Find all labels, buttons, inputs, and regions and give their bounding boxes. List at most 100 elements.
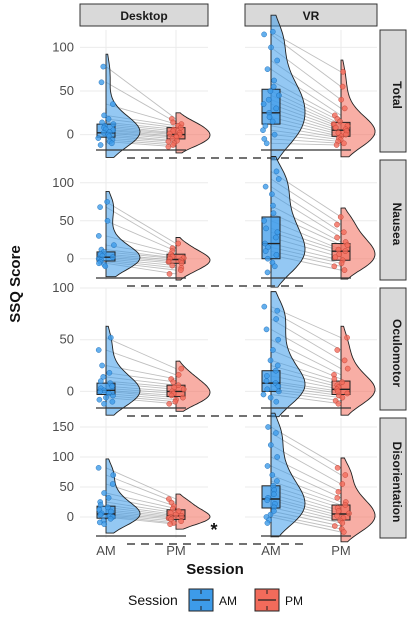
- data-point-pm: [165, 143, 172, 150]
- data-point-am: [270, 347, 276, 353]
- y-tick-label: 50: [60, 83, 74, 98]
- data-point-am: [103, 394, 109, 401]
- facet-row-label-disorientation: Disorientation: [390, 442, 404, 523]
- data-point-pm: [340, 69, 346, 75]
- data-point-pm: [167, 521, 173, 528]
- y-axis-title: SSQ Score: [7, 245, 24, 323]
- density-pm: [175, 237, 211, 281]
- paired-line: [105, 349, 177, 376]
- legend-title: Session: [128, 592, 178, 608]
- data-point-am: [109, 481, 116, 487]
- data-point-pm: [334, 234, 340, 241]
- data-point-pm: [175, 371, 182, 378]
- paired-line: [105, 337, 177, 370]
- data-point-am: [273, 398, 280, 405]
- paired-line: [105, 206, 177, 249]
- paired-line: [105, 81, 177, 123]
- y-tick-label: 50: [60, 213, 74, 228]
- x-axis-title: Session: [186, 561, 244, 578]
- data-point-am: [263, 225, 269, 232]
- data-point-am: [261, 217, 267, 224]
- data-point-pm: [339, 379, 345, 385]
- data-point-am: [105, 494, 112, 501]
- data-point-pm: [336, 251, 343, 257]
- x-tick-label-am: AM: [261, 543, 281, 558]
- data-point-am: [271, 491, 277, 498]
- data-point-am: [260, 391, 267, 398]
- data-point-am: [263, 326, 270, 333]
- data-point-pm: [177, 124, 184, 131]
- x-tick-label-pm: PM: [166, 543, 186, 558]
- data-point-pm: [166, 400, 172, 407]
- data-point-am: [272, 367, 279, 374]
- data-point-am: [109, 383, 115, 390]
- data-point-am: [100, 63, 107, 70]
- data-point-am: [267, 394, 274, 401]
- data-point-am: [104, 217, 111, 224]
- data-point-am: [262, 240, 268, 247]
- data-point-am: [274, 362, 281, 369]
- data-point-pm: [340, 229, 347, 235]
- data-point-am: [102, 263, 109, 270]
- data-point-am: [110, 392, 116, 399]
- paired-line: [105, 467, 177, 500]
- data-point-pm: [334, 347, 341, 353]
- data-point-am: [275, 336, 282, 343]
- panel-total-vr: [245, 14, 377, 161]
- data-point-am: [109, 140, 115, 147]
- data-point-pm: [331, 376, 338, 382]
- data-point-am: [104, 198, 110, 205]
- data-point-am: [270, 202, 276, 209]
- data-point-am: [105, 116, 112, 122]
- data-point-pm: [175, 240, 181, 247]
- data-point-pm: [172, 511, 179, 518]
- data-point-am: [268, 44, 274, 51]
- paired-line: [105, 483, 177, 507]
- data-point-am: [101, 521, 107, 528]
- density-pm: [340, 457, 376, 543]
- density-pm: [340, 207, 376, 280]
- data-point-pm: [334, 221, 340, 228]
- panel-oculomotor-vr: [245, 287, 377, 418]
- data-point-am: [261, 31, 267, 38]
- data-point-am: [273, 105, 280, 112]
- data-point-am: [264, 497, 271, 504]
- data-point-pm: [339, 520, 346, 526]
- data-point-am: [96, 396, 103, 403]
- data-point-pm: [170, 119, 176, 126]
- paired-line: [105, 201, 177, 244]
- data-point-am: [269, 118, 276, 125]
- y-tick-label: 100: [52, 39, 74, 54]
- data-point-pm: [340, 529, 347, 535]
- y-tick-label: 0: [67, 383, 74, 398]
- y-tick-label: 50: [60, 479, 74, 494]
- data-point-pm: [180, 394, 186, 401]
- data-point-am: [271, 131, 278, 138]
- data-point-am: [267, 88, 274, 94]
- facet-strip-desktop: [79, 3, 209, 27]
- data-point-am: [98, 378, 104, 384]
- data-point-am: [262, 183, 269, 190]
- data-point-am: [95, 347, 102, 353]
- data-point-am: [263, 140, 270, 147]
- facet-strip-total: [379, 29, 407, 153]
- data-point-am: [273, 430, 279, 436]
- data-point-am: [273, 252, 280, 258]
- data-point-am: [266, 114, 273, 120]
- data-point-am: [107, 516, 114, 522]
- data-point-am: [267, 357, 274, 364]
- panel-disorientation-vr: [245, 412, 377, 543]
- data-point-pm: [334, 494, 341, 501]
- density-am: [105, 190, 141, 278]
- y-tick-label: 50: [60, 332, 74, 347]
- paired-line: [105, 220, 177, 252]
- data-point-pm: [177, 267, 184, 273]
- data-point-pm: [178, 365, 185, 372]
- data-point-am: [111, 242, 117, 248]
- data-point-pm: [334, 513, 340, 519]
- data-point-pm: [334, 464, 341, 471]
- data-point-am: [274, 229, 281, 235]
- panel-nausea-vr: [245, 156, 377, 288]
- data-point-pm: [335, 246, 342, 253]
